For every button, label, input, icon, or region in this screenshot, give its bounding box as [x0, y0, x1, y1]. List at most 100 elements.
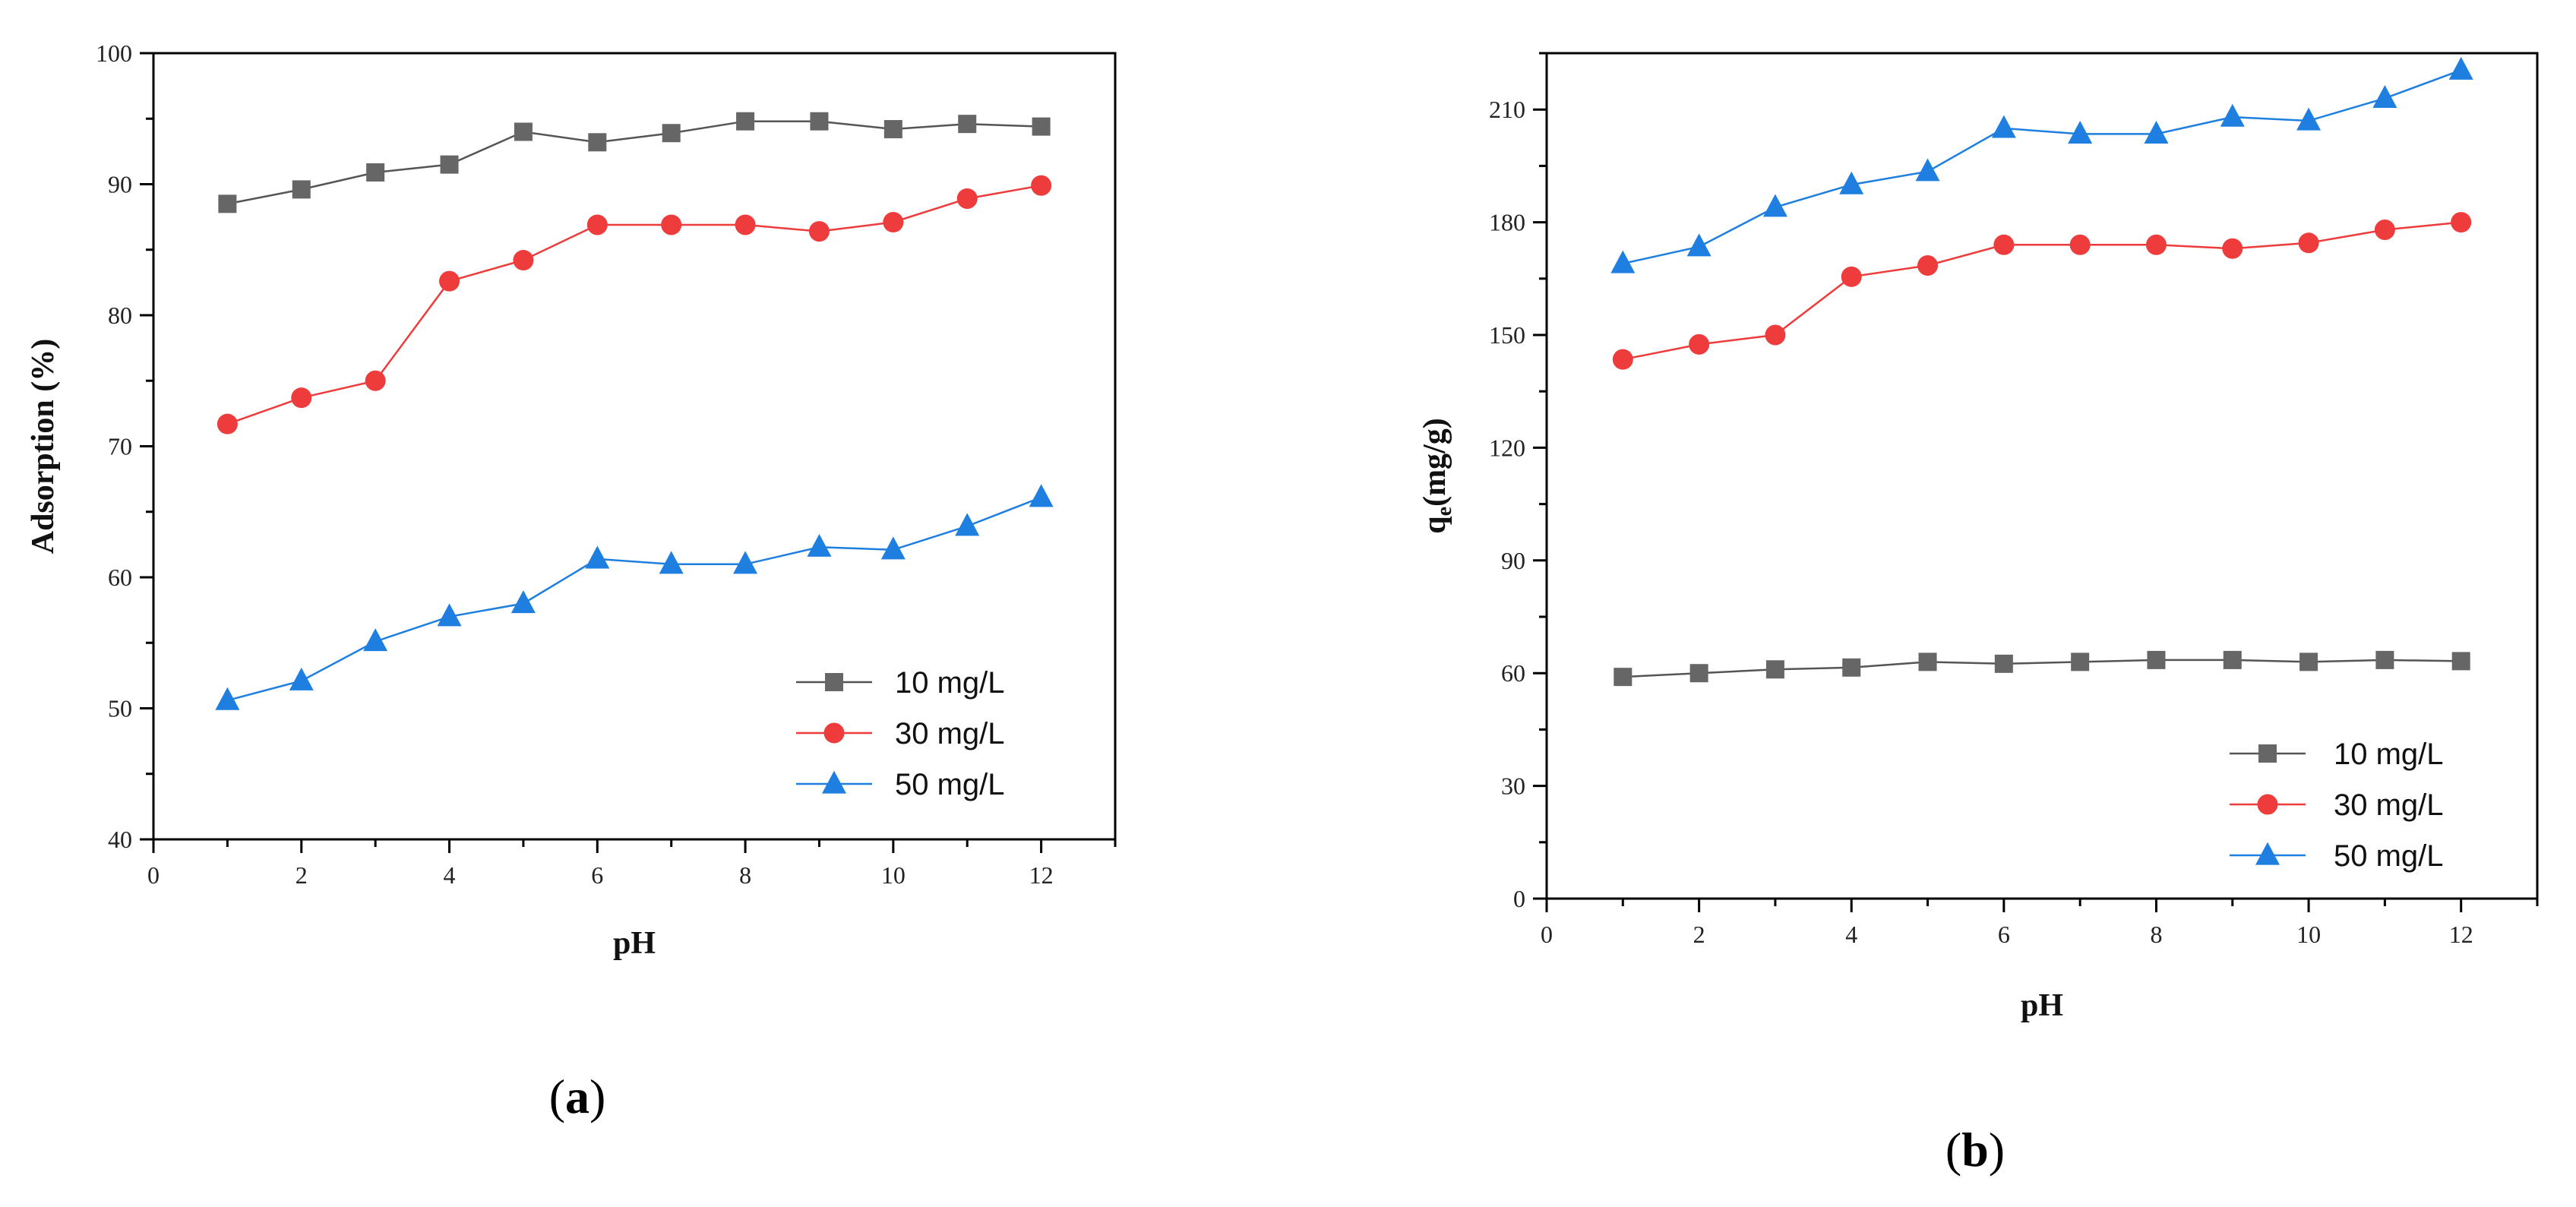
data-point [1918, 652, 1937, 671]
x-tick-label: 2 [296, 861, 308, 889]
legend-label: 30 mg/L [895, 717, 1005, 750]
y-ticks-a: 40 50 60 70 80 90 100 [96, 39, 153, 853]
data-point [439, 270, 460, 292]
data-point [2375, 650, 2394, 669]
data-point [2223, 650, 2242, 669]
series-line [1623, 69, 2462, 265]
data-point [1993, 234, 2015, 255]
data-point [217, 413, 238, 434]
data-point [437, 603, 462, 627]
legend-item: 10 mg/L [2230, 738, 2444, 771]
data-point [513, 250, 534, 271]
data-point [2220, 103, 2245, 127]
legend-item: 50 mg/L [796, 768, 1005, 801]
legend-label: 30 mg/L [2334, 788, 2444, 822]
x-tick-label: 6 [591, 861, 603, 889]
y-tick-label: 70 [108, 433, 132, 460]
data-point [1689, 333, 1710, 355]
data-point [1686, 233, 1712, 257]
series-10-mg-l-a [218, 112, 1051, 213]
y-tick-label: 60 [1501, 659, 1525, 687]
data-point [883, 120, 902, 139]
series-line [1623, 221, 2461, 361]
x-ticks-a: 0 2 4 6 8 10 12 [147, 839, 1117, 889]
data-point [2296, 107, 2322, 131]
y-tick-label: 90 [1501, 547, 1525, 574]
data-point [2147, 650, 2166, 669]
data-point [1610, 250, 1636, 273]
x-tick-label: 2 [1693, 921, 1705, 948]
y-tick-label: 0 [1513, 885, 1525, 912]
data-point [1917, 254, 1939, 276]
data-point [958, 115, 977, 134]
data-point [1031, 175, 1052, 196]
y-tick-label: 180 [1489, 209, 1525, 236]
data-point [2372, 85, 2397, 108]
legend-marker [2257, 794, 2278, 815]
data-point [808, 221, 830, 242]
data-point [1841, 266, 1862, 287]
chart-panel-a: 0 2 4 6 8 10 12 40 50 60 70 80 90 100 10 mg/L 30 mg/L… [26, 39, 1117, 1123]
data-point [1689, 664, 1708, 683]
data-point [955, 513, 980, 536]
data-point [883, 212, 904, 233]
y-tick-label: 210 [1489, 96, 1525, 123]
series-50-mg-l-a [215, 484, 1054, 710]
y-tick-label: 120 [1489, 434, 1525, 461]
legend-marker [825, 673, 843, 691]
series-line [226, 184, 1041, 425]
y-tick-label: 50 [108, 695, 132, 722]
data-point [292, 180, 311, 199]
series-line [1623, 659, 2461, 678]
data-point [1765, 660, 1784, 679]
legend-b: 10 mg/L 30 mg/L 50 mg/L [2230, 738, 2444, 873]
data-point [880, 536, 906, 560]
y-axis-title-a: Adsorption (%) [26, 339, 61, 555]
legend-item: 30 mg/L [796, 717, 1005, 750]
data-point [289, 667, 314, 690]
data-point [588, 133, 607, 152]
legend-item: 10 mg/L [796, 666, 1005, 700]
panel-label-a: (a) [549, 1070, 606, 1123]
legend-a: 10 mg/L 30 mg/L 50 mg/L [796, 666, 1005, 801]
data-point [1765, 324, 1786, 346]
data-point [661, 214, 682, 235]
data-point [1612, 349, 1633, 370]
y-ticks-b: 0 30 60 90 120 150 180 210 [1489, 52, 1547, 912]
series-30-mg-l-b [1612, 212, 2472, 370]
x-tick-label: 8 [739, 861, 751, 889]
data-point [291, 387, 312, 409]
y-tick-label: 150 [1489, 321, 1525, 349]
data-point [1915, 158, 1940, 182]
data-point [1842, 658, 1861, 677]
y-tick-label: 90 [108, 171, 132, 198]
legend-item: 50 mg/L [2230, 839, 2444, 873]
data-point [363, 628, 388, 652]
data-point [440, 155, 459, 174]
data-point [2299, 652, 2318, 671]
x-tick-label: 8 [2150, 921, 2162, 948]
data-point [1991, 115, 2016, 138]
legend-label: 10 mg/L [2334, 738, 2444, 771]
panel-label-a-letter: a [565, 1070, 589, 1123]
x-tick-label: 4 [1845, 921, 1857, 948]
data-point [735, 214, 756, 235]
x-tick-label: 6 [1998, 921, 2010, 948]
data-point [1762, 194, 1787, 217]
data-point [2448, 56, 2473, 80]
data-point [2222, 238, 2243, 259]
legend-marker [2258, 744, 2277, 763]
x-tick-label: 0 [147, 861, 160, 889]
data-point [1839, 171, 1864, 194]
data-point [1994, 654, 2013, 673]
data-point [218, 194, 237, 213]
data-point [510, 590, 536, 614]
data-point [956, 188, 978, 209]
series-line [227, 496, 1042, 702]
legend-item: 30 mg/L [2230, 788, 2444, 822]
data-point [2145, 234, 2167, 255]
data-point [810, 112, 829, 131]
legend-marker [823, 722, 845, 744]
data-point [662, 124, 681, 143]
